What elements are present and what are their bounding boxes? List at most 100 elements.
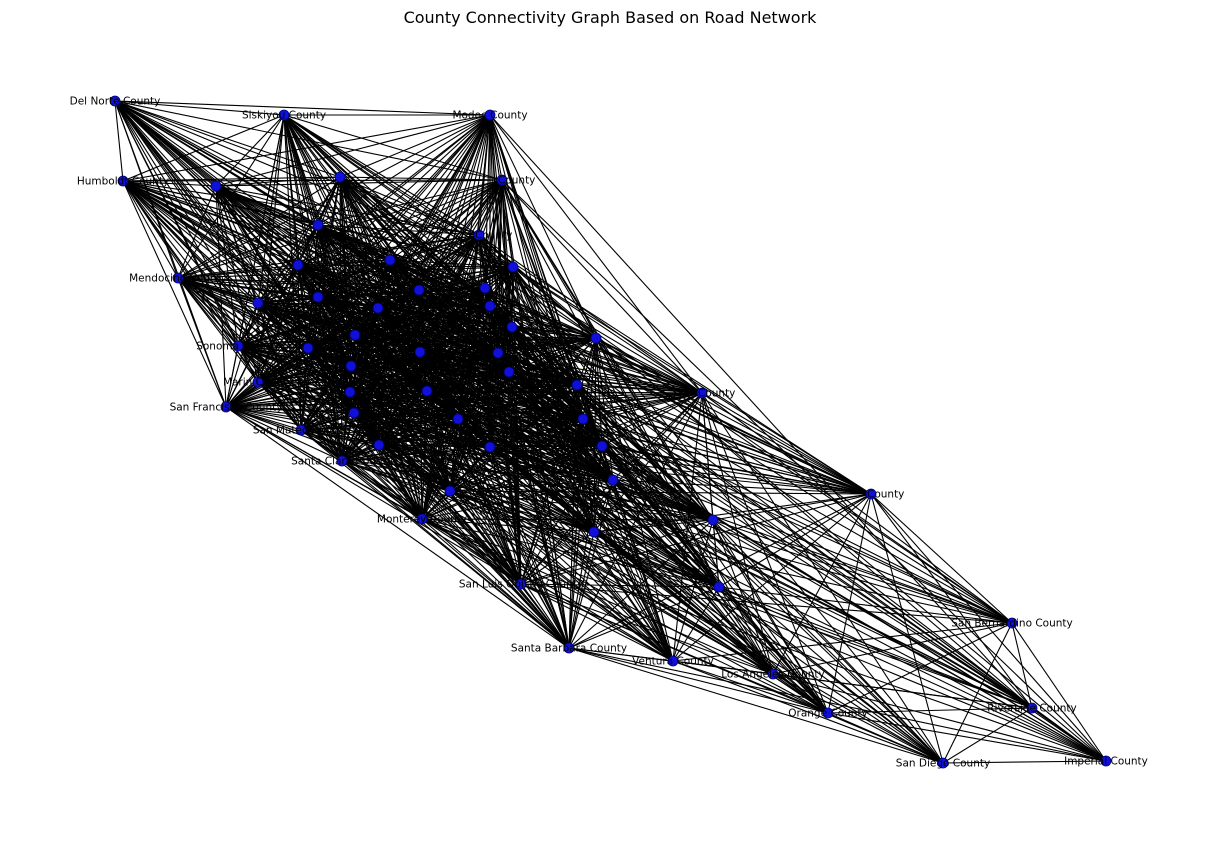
edge-placer-yolo	[354, 305, 491, 336]
edge-tuolumne-merced	[489, 418, 584, 448]
edge-yolo-marin	[257, 334, 356, 383]
node-tehama	[312, 219, 324, 231]
edge-yuba-yolo	[354, 289, 420, 336]
edge-santa-clara-merced	[341, 446, 491, 462]
edge-sierra-mono	[512, 266, 703, 394]
edge-mendocino-san-francisco	[177, 277, 227, 408]
edge-fresno-ventura	[595, 337, 674, 662]
edge-calaveras-san-francisco	[225, 384, 578, 408]
edge-mono-san-bernardino	[701, 392, 1013, 624]
edge-modoc-yuba	[418, 114, 491, 291]
node-glenn	[292, 259, 304, 271]
edge-santa-cruz-ventura	[378, 444, 674, 662]
node-yuba	[413, 284, 425, 296]
edge-yuba-fresno	[418, 289, 597, 339]
edge-kings-santa-barbara	[568, 531, 595, 649]
node-orange	[822, 707, 834, 719]
edge-calaveras-fresno	[576, 337, 597, 386]
node-madera	[607, 474, 619, 486]
edge-butte-sierra	[389, 259, 514, 268]
edge-san-benito-los-angeles	[449, 490, 774, 675]
edge-san-luis-obispo-los-angeles	[520, 583, 774, 675]
edge-mono-santa-barbara	[568, 392, 703, 649]
edge-santa-cruz-kern	[378, 444, 720, 588]
node-kings	[588, 526, 600, 538]
edge-inyo-san-bernardino	[870, 493, 1013, 624]
edge-kings-san-luis-obispo	[520, 531, 595, 585]
edge-mariposa-santa-barbara	[568, 445, 603, 649]
edge-layer	[114, 100, 1107, 764]
edge-trinity-sonoma	[215, 185, 239, 347]
edge-butte-nevada	[389, 259, 486, 289]
node-label-santa-barbara: Santa Barbara County	[511, 643, 627, 655]
edge-mendocino-butte	[177, 259, 391, 279]
node-los-angeles	[767, 668, 779, 680]
edge-tuolumne-ventura	[582, 418, 674, 662]
edge-mono-san-diego	[701, 392, 944, 764]
edge-lake-san-francisco	[225, 302, 259, 408]
edge-madera-inyo	[612, 479, 872, 495]
edge-tulare-san-diego	[712, 519, 944, 764]
edge-alameda-monterey	[353, 412, 423, 520]
edge-inyo-san-diego	[870, 493, 944, 764]
edge-yuba-mono	[418, 289, 703, 394]
edge-santa-clara-santa-barbara	[341, 460, 570, 649]
edge-madera-san-luis-obispo	[520, 479, 614, 585]
edge-san-francisco-fresno	[225, 337, 597, 408]
edge-sierra-colusa	[317, 266, 514, 298]
edge-trinity-mendocino	[177, 185, 217, 279]
edge-los-angeles-riverside	[772, 673, 1033, 709]
node-label-ventura: Ventura County	[632, 656, 714, 668]
node-ventura	[667, 655, 679, 667]
edge-sonoma-solano	[237, 345, 352, 367]
edge-plumas-lake	[257, 234, 480, 304]
edge-sacramento-fresno	[419, 337, 597, 353]
edge-alpine-fresno	[511, 326, 597, 339]
node-mendocino	[172, 272, 184, 284]
node-layer	[109, 95, 1112, 769]
node-label-los-angeles: Los Angeles County	[721, 669, 824, 681]
edge-santa-clara-kern	[341, 460, 720, 588]
edge-inyo-riverside	[870, 493, 1033, 709]
edge-madera-kings	[593, 479, 614, 533]
edge-yolo-san-francisco	[225, 334, 356, 408]
edge-mendocino-sierra	[177, 266, 514, 279]
edge-inyo-santa-barbara	[568, 493, 872, 649]
edge-lassen-placer	[489, 179, 503, 307]
edge-calaveras-san-mateo	[300, 384, 578, 431]
edge-yuba-sonoma	[237, 289, 420, 347]
edge-sonoma-san-francisco	[225, 345, 239, 408]
edge-san-joaquin-san-francisco	[225, 390, 428, 408]
edge-monterey-kings	[421, 518, 595, 533]
node-butte	[384, 254, 396, 266]
edge-yuba-napa	[307, 289, 420, 349]
edge-sonoma-alameda	[237, 345, 355, 414]
edge-modoc-mono	[489, 114, 703, 394]
edge-sierra-yuba	[418, 266, 514, 291]
edge-san-bernardino-los-angeles	[772, 622, 1013, 675]
edge-alameda-kings	[353, 412, 595, 533]
node-mariposa	[596, 440, 608, 452]
edge-tuolumne-inyo	[582, 418, 872, 495]
edge-san-mateo-kings	[300, 429, 595, 533]
edge-modoc-colusa	[317, 114, 491, 298]
node-tulare	[707, 514, 719, 526]
edge-sacramento-contra-costa	[349, 351, 421, 393]
edge-nevada-fresno	[484, 287, 597, 339]
node-amador	[503, 366, 515, 378]
node-alpine	[506, 321, 518, 333]
edge-nevada-solano	[350, 287, 486, 367]
edge-san-bernardino-riverside	[1011, 622, 1033, 709]
node-marin	[252, 376, 264, 388]
edge-fresno-inyo	[595, 337, 872, 495]
edge-sutter-sonoma	[237, 307, 379, 347]
edge-amador-san-francisco	[225, 371, 510, 408]
edge-san-benito-riverside	[449, 490, 1033, 709]
node-label-siskiyou: Siskiyou County	[242, 110, 326, 122]
edge-solano-mono	[350, 365, 703, 394]
edge-san-luis-obispo-ventura	[520, 583, 674, 662]
edge-colusa-yuba	[317, 289, 420, 298]
edge-amador-san-benito	[449, 371, 510, 492]
edge-merced-madera	[489, 446, 614, 481]
